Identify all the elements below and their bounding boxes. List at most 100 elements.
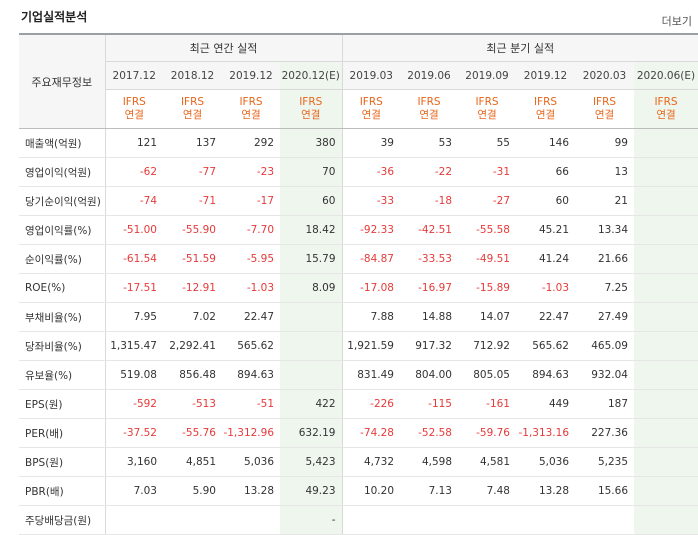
table-cell: 5,235: [575, 447, 634, 477]
table-cell: [400, 505, 458, 535]
table-cell: -84.87: [341, 244, 400, 274]
table-cell: [634, 186, 698, 216]
table-cell: 99: [575, 128, 634, 158]
more-link[interactable]: 더보기: [661, 15, 692, 28]
row-label: 당기순이익(억원): [19, 186, 106, 216]
table-cell: -71: [163, 186, 222, 216]
table-cell: 21.66: [575, 244, 634, 274]
ifrs-label: IFRS 연결: [400, 89, 458, 129]
table-cell: [458, 505, 516, 535]
period-header: 2019.06: [400, 61, 458, 90]
table-cell: [634, 360, 698, 390]
table-cell: 804.00: [400, 360, 458, 390]
table-cell: -513: [163, 389, 222, 419]
table-cell: [634, 215, 698, 245]
table-cell: [634, 505, 698, 535]
table-cell: 7.03: [105, 476, 163, 506]
table-cell: -115: [400, 389, 458, 419]
table-cell: 39: [341, 128, 400, 158]
table-cell: 712.92: [458, 331, 516, 361]
period-header: 2019.09: [458, 61, 516, 90]
period-header: 2017.12: [105, 61, 163, 90]
section-header: 기업실적분석 더보기: [0, 0, 698, 33]
table-row: 당기순이익(억원) -74 -71 -17 60 -33 -18 -27 60 21: [19, 186, 698, 216]
table-cell: [280, 302, 342, 332]
row-label: 유보율(%): [19, 360, 106, 390]
table-row: 당좌비율(%) 1,315.47 2,292.41 565.62 1,921.59 917…: [19, 331, 698, 361]
ifrs-label: IFRS 연결: [516, 89, 575, 129]
table-cell: 45.21: [516, 215, 575, 245]
table-cell: -49.51: [458, 244, 516, 274]
table-cell: -55.58: [458, 215, 516, 245]
table-cell: 7.25: [575, 273, 634, 303]
table-cell: -226: [341, 389, 400, 419]
table-cell: -15.89: [458, 273, 516, 303]
row-label: 영업이익률(%): [19, 215, 106, 245]
table-cell: 70: [280, 157, 342, 187]
table-cell: 7.02: [163, 302, 222, 332]
row-label: EPS(원): [19, 389, 106, 419]
table-cell: [222, 505, 280, 535]
table-cell: -592: [105, 389, 163, 419]
table-cell: 3,160: [105, 447, 163, 477]
table-cell: 13.34: [575, 215, 634, 245]
table-cell: 565.62: [516, 331, 575, 361]
table-cell: 917.32: [400, 331, 458, 361]
period-header: 2020.06(E): [634, 61, 698, 90]
ifrs-label: IFRS 연결: [575, 89, 634, 129]
table-row: 순이익률(%) -61.54 -51.59 -5.95 15.79 -84.87 -33.5…: [19, 244, 698, 274]
annual-group-header: 최근 연간 실적: [105, 33, 342, 62]
table-cell: 380: [280, 128, 342, 158]
table-cell: 4,581: [458, 447, 516, 477]
table-row: 영업이익률(%) -51.00 -55.90 -7.70 18.42 -92.33 -42.…: [19, 215, 698, 245]
table-row: 매출액(억원) 121 137 292 380 39 53 55 146 99: [19, 128, 698, 158]
table-cell: -161: [458, 389, 516, 419]
table-cell: 53: [400, 128, 458, 158]
table-cell: 10.20: [341, 476, 400, 506]
table-cell: 121: [105, 128, 163, 158]
table-cell: 187: [575, 389, 634, 419]
table-cell: 5.90: [163, 476, 222, 506]
table-cell: 21: [575, 186, 634, 216]
period-row: 2017.12 2018.12 2019.12 2020.12(E) 2019.03 20…: [19, 61, 698, 90]
table-cell: 18.42: [280, 215, 342, 245]
table-cell: [634, 447, 698, 477]
table-cell: 13: [575, 157, 634, 187]
table-cell: [634, 273, 698, 303]
table-cell: 49.23: [280, 476, 342, 506]
table-cell: -51.00: [105, 215, 163, 245]
table-cell: 565.62: [222, 331, 280, 361]
table-cell: [280, 331, 342, 361]
table-cell: 15.66: [575, 476, 634, 506]
table-row: 부채비율(%) 7.95 7.02 22.47 7.88 14.88 14.07 22.47 2…: [19, 302, 698, 332]
row-label: 부채비율(%): [19, 302, 106, 332]
table-cell: -22: [400, 157, 458, 187]
table-row: ROE(%) -17.51 -12.91 -1.03 8.09 -17.08 -16.97-…: [19, 273, 698, 303]
table-cell: [634, 476, 698, 506]
table-cell: -5.95: [222, 244, 280, 274]
row-label: 주당배당금(원): [19, 505, 106, 535]
table-cell: 856.48: [163, 360, 222, 390]
row-label: 매출액(억원): [19, 128, 106, 158]
table-cell: -17: [222, 186, 280, 216]
table-cell: -: [280, 505, 342, 535]
table-cell: -7.70: [222, 215, 280, 245]
table-cell: -52.58: [400, 418, 458, 448]
period-header: 2019.12: [222, 61, 280, 90]
table-cell: 932.04: [575, 360, 634, 390]
ifrs-label: IFRS 연결: [280, 89, 342, 129]
table-cell: 13.28: [222, 476, 280, 506]
table-cell: [634, 418, 698, 448]
table-cell: -74: [105, 186, 163, 216]
row-label: BPS(원): [19, 447, 106, 477]
table-cell: -51.59: [163, 244, 222, 274]
table-cell: 1,315.47: [105, 331, 163, 361]
table-cell: 422: [280, 389, 342, 419]
table-row: 유보율(%) 519.08 856.48 894.63 831.49 804.00 805.…: [19, 360, 698, 390]
period-header: 2020.12(E): [280, 61, 342, 90]
table-row: PER(배) -37.52 -55.76 -1,312.96 632.19 -74.28-…: [19, 418, 698, 448]
table-cell: -17.08: [341, 273, 400, 303]
table-cell: -16.97: [400, 273, 458, 303]
table-row: 영업이익(억원) -62 -77 -23 70 -36 -22 -31 66 13: [19, 157, 698, 187]
table-cell: 5,036: [516, 447, 575, 477]
